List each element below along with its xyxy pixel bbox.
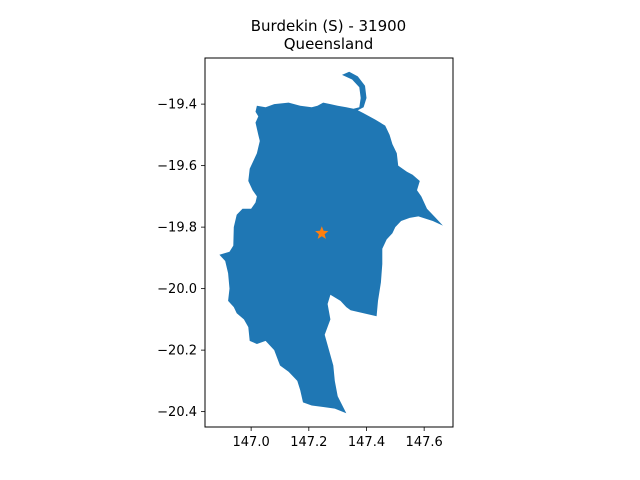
x-tick-label: 147.2	[290, 435, 327, 450]
x-tick-label: 147.6	[406, 435, 443, 450]
y-tick-label: −19.6	[157, 159, 197, 174]
centroid-star-marker	[315, 226, 329, 239]
x-tick-label: 147.4	[348, 435, 385, 450]
chart-subtitle: Queensland	[284, 35, 373, 53]
x-tick-label: 147.0	[233, 435, 270, 450]
plot-area	[204, 57, 454, 428]
axes-frame	[204, 57, 454, 428]
y-tick-label: −20.4	[157, 405, 197, 420]
x-axis: 147.0 147.2 147.4 147.6	[233, 427, 443, 450]
chart-title: Burdekin (S) - 31900	[251, 17, 406, 35]
y-tick-label: −19.4	[157, 98, 197, 113]
y-tick-label: −19.8	[157, 221, 197, 236]
y-tick-label: −20.2	[157, 344, 197, 359]
region-polygon	[219, 71, 443, 414]
y-tick-label: −20.0	[157, 282, 197, 297]
y-axis: −19.4 −19.6 −19.8 −20.0 −20.2 −20.4	[157, 98, 205, 420]
